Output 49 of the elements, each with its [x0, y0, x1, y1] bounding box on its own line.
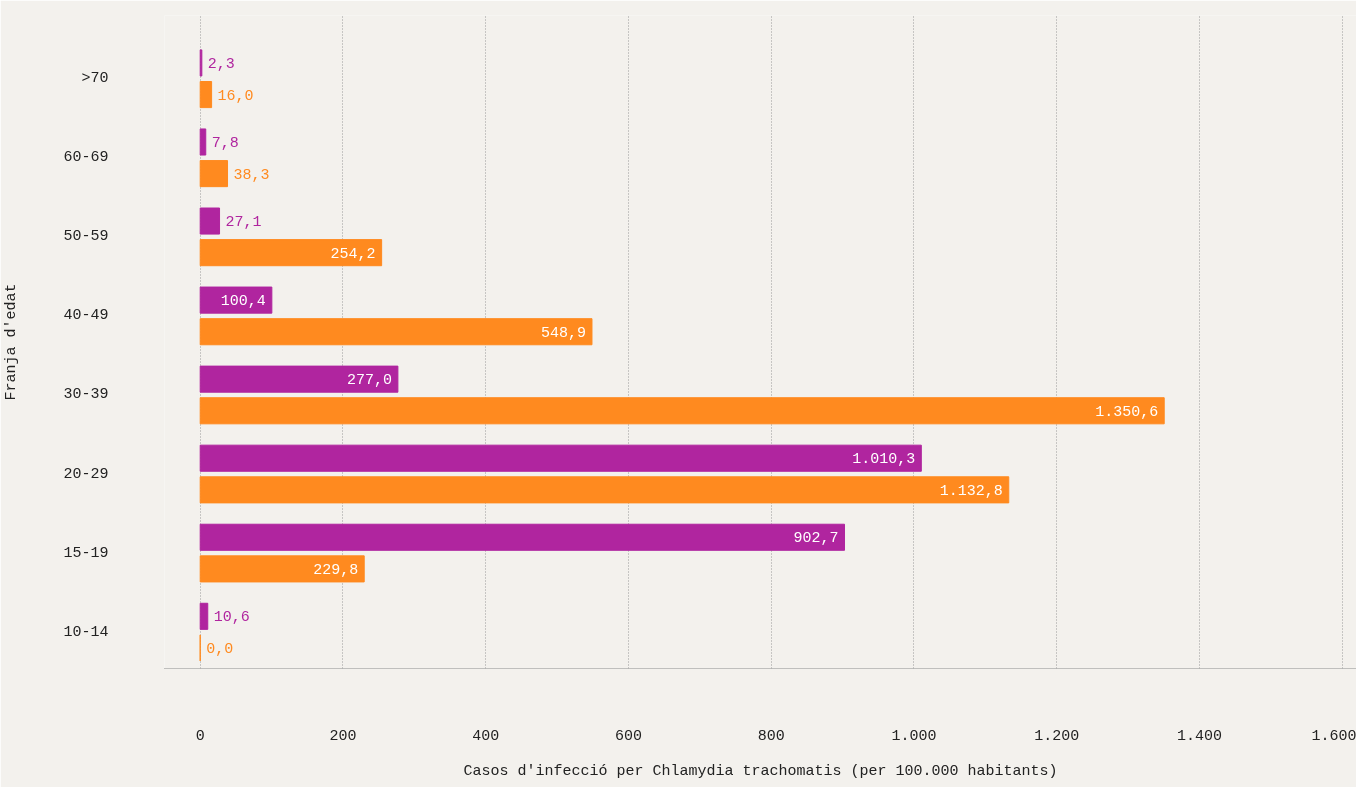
- data-label: 254,2: [330, 245, 376, 263]
- bar: [199, 318, 593, 346]
- y-tick-label: >70: [81, 70, 109, 88]
- bar: [199, 397, 1165, 425]
- bar: [199, 160, 229, 188]
- bar: [199, 239, 383, 267]
- data-label: 38,3: [233, 166, 270, 184]
- bar: [199, 602, 209, 630]
- bar: [199, 286, 273, 314]
- data-label: 16,0: [217, 87, 254, 105]
- data-label: 0,0: [206, 640, 234, 658]
- x-tick-label: 400: [472, 727, 500, 745]
- y-axis-title: Franja d'edat: [3, 283, 21, 401]
- data-label: 10,6: [213, 609, 250, 627]
- bar: [199, 207, 221, 235]
- x-tick-label: 1.200: [1034, 727, 1080, 745]
- x-tick-label: 1.400: [1176, 727, 1222, 745]
- bar: [199, 81, 213, 109]
- y-tick-label: 15-19: [63, 544, 109, 562]
- x-tick-label: 1.600: [1311, 727, 1356, 745]
- y-tick-label: 50-59: [63, 228, 109, 246]
- data-label: 229,8: [313, 561, 359, 579]
- data-label: 1.010,3: [852, 451, 916, 469]
- bar: [199, 555, 365, 583]
- data-label: 1.132,8: [939, 482, 1003, 500]
- data-label: 548,9: [540, 324, 586, 342]
- x-tick-label: 800: [757, 727, 785, 745]
- y-tick-label: 20-29: [63, 465, 109, 483]
- data-label: 2,3: [207, 55, 235, 73]
- x-tick-label: 1.000: [891, 727, 937, 745]
- data-label: 277,0: [346, 372, 392, 390]
- x-axis-title: Casos d'infecció per Chlamydia trachomatis (per 100.000 habitants): [463, 762, 1058, 780]
- y-tick-label: 40-49: [63, 307, 109, 325]
- bar: [199, 476, 1010, 504]
- x-tick-label: 200: [329, 727, 357, 745]
- data-label: 902,7: [793, 530, 839, 548]
- y-tick-label: 30-39: [63, 386, 109, 404]
- y-tick-label: 60-69: [63, 149, 109, 167]
- data-label: 27,1: [225, 214, 262, 232]
- bar: [199, 523, 846, 551]
- data-label: 7,8: [211, 134, 239, 152]
- bar: [199, 444, 922, 472]
- x-tick-label: 600: [614, 727, 642, 745]
- data-label: 100,4: [220, 293, 266, 311]
- bar: [199, 365, 399, 393]
- y-tick-label: 10-14: [63, 623, 109, 641]
- bar: [199, 128, 207, 156]
- data-label: 1.350,6: [1095, 403, 1159, 421]
- x-tick-label: 0: [195, 727, 205, 745]
